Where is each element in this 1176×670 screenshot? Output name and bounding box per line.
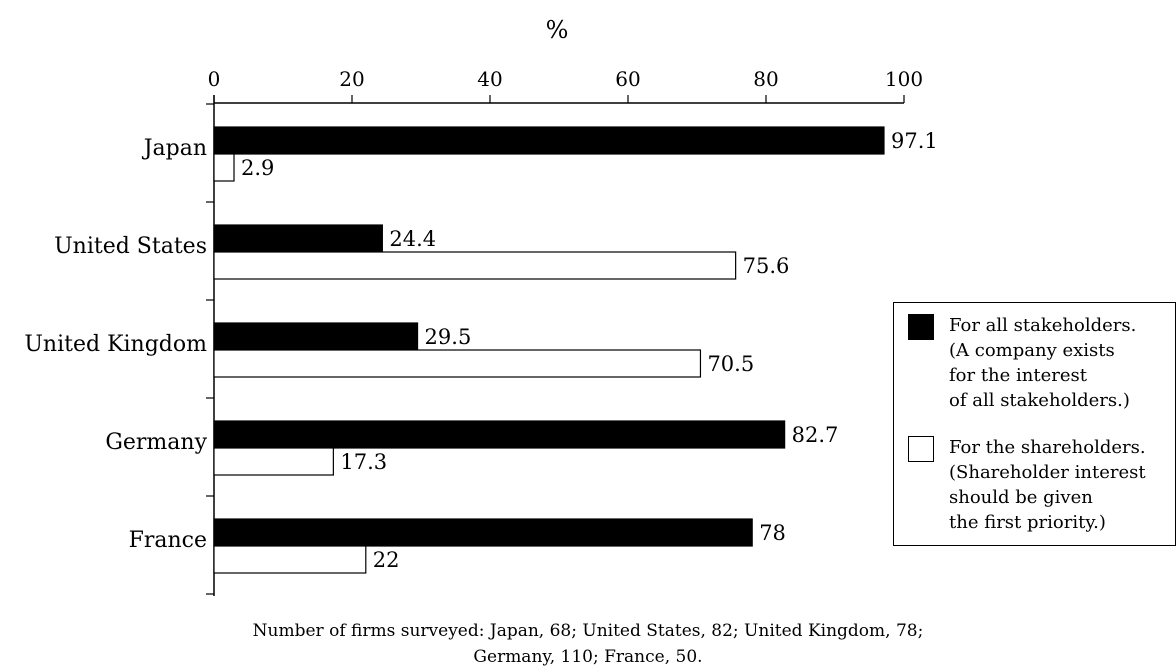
- legend: For all stakeholders. (A company exists …: [893, 302, 1176, 546]
- category-label: United States: [54, 234, 207, 259]
- bar-stakeholders: [213, 126, 885, 155]
- category-label: Japan: [142, 136, 207, 161]
- bar-stakeholders: [213, 518, 753, 547]
- legend-label-stakeholders: For all stakeholders. (A company exists …: [949, 315, 1137, 411]
- legend-entry-stakeholders: For all stakeholders. (A company exists …: [908, 313, 1136, 413]
- data-label-shareholders: 22: [373, 548, 400, 572]
- footnote-line-1: Number of firms surveyed: Japan, 68; Uni…: [252, 621, 924, 641]
- data-label-stakeholders: 78: [759, 521, 786, 545]
- legend-label-shareholders: For the shareholders. (Shareholder inter…: [949, 437, 1146, 533]
- bar-shareholders: [213, 349, 702, 378]
- x-tick-label: 80: [753, 67, 778, 91]
- bar-stakeholders: [213, 420, 786, 449]
- category-label: United Kingdom: [24, 332, 207, 357]
- data-label-stakeholders: 97.1: [891, 129, 938, 153]
- data-label-shareholders: 2.9: [241, 156, 274, 180]
- legend-entry-shareholders: For the shareholders. (Shareholder inter…: [908, 435, 1146, 535]
- bar-shareholders: [213, 447, 334, 476]
- data-label-stakeholders: 29.5: [425, 325, 472, 349]
- x-tick-label: 0: [208, 67, 221, 91]
- data-label-shareholders: 70.5: [707, 352, 754, 376]
- data-label-shareholders: 17.3: [340, 450, 387, 474]
- category-label: Germany: [105, 430, 207, 455]
- axis-unit-label: %: [546, 16, 569, 44]
- x-tick-label: 60: [615, 67, 640, 91]
- legend-swatch-stakeholders: [908, 314, 934, 340]
- bar-stakeholders: [213, 322, 419, 351]
- data-label-stakeholders: 24.4: [389, 227, 436, 251]
- data-label-shareholders: 75.6: [743, 254, 790, 278]
- legend-swatch-shareholders: [908, 436, 934, 462]
- x-tick-label: 40: [477, 67, 502, 91]
- data-label-stakeholders: 82.7: [792, 423, 839, 447]
- bar-shareholders: [213, 545, 367, 574]
- bar-shareholders: [213, 153, 235, 182]
- bar-stakeholders: [213, 224, 383, 253]
- x-tick-label: 20: [339, 67, 364, 91]
- bar-shareholders: [213, 251, 737, 280]
- category-label: France: [129, 528, 207, 553]
- footnote-line-2: Germany, 110; France, 50.: [473, 647, 703, 667]
- x-tick-label: 100: [885, 67, 923, 91]
